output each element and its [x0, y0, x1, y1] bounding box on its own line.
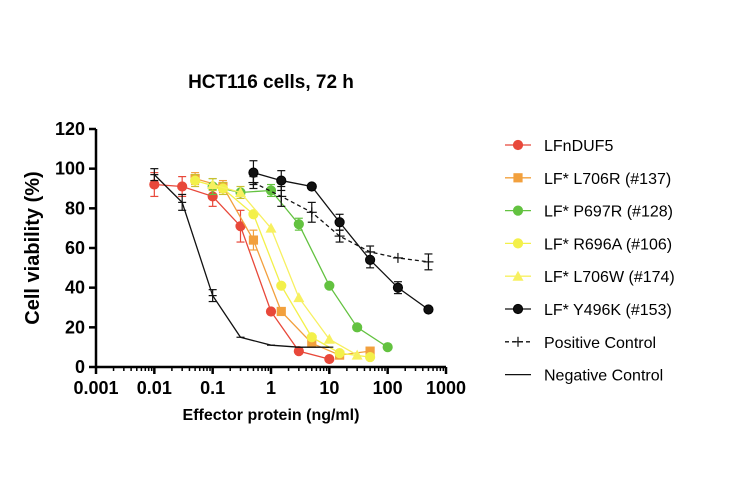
data-point: [382, 342, 393, 353]
y-tick-label: 0: [75, 357, 85, 377]
series-7: [150, 168, 334, 348]
legend-label: LF* P697R (#128): [544, 204, 673, 221]
data-point: [207, 179, 219, 190]
data-point: [323, 333, 335, 344]
series-0: [149, 172, 335, 365]
data-point: [293, 346, 304, 357]
data-point: [248, 209, 259, 220]
y-tick-label: 100: [55, 159, 85, 179]
data-point: [324, 280, 335, 291]
series-line: [194, 179, 371, 358]
data-point: [334, 348, 345, 359]
data-point: [392, 252, 403, 263]
y-tick-label: 60: [65, 238, 85, 258]
data-point: [248, 235, 259, 245]
data-point: [306, 332, 317, 343]
legend-swatch-marker: [513, 173, 523, 183]
legend-item-0: LFnDUF5: [505, 138, 613, 155]
legend-label: Negative Control: [544, 368, 663, 385]
legend-item-5: LF* Y496K (#153): [505, 302, 672, 319]
x-axis-label: Effector protein (ng/ml): [183, 407, 360, 424]
data-point: [149, 179, 160, 190]
y-axis-label: Cell viability (%): [22, 171, 44, 324]
data-point: [307, 338, 317, 348]
legend-label: LFnDUF5: [544, 138, 613, 155]
data-point: [276, 306, 286, 317]
legend: LFnDUF5 LF* L706R (#137) LF* P697R (#128) L…: [505, 138, 675, 385]
data-point: [306, 207, 317, 218]
data-point: [351, 349, 363, 360]
y-tick-label: 20: [65, 317, 85, 337]
data-point: [248, 177, 259, 188]
series-layer: [149, 160, 434, 365]
data-point: [365, 346, 375, 356]
data-point: [265, 185, 277, 196]
data-point: [276, 175, 287, 186]
data-point: [293, 219, 304, 230]
y-tick-label: 120: [55, 119, 85, 139]
legend-label: Positive Control: [544, 335, 656, 352]
data-point: [352, 322, 363, 333]
x-tick-label: 1: [266, 378, 276, 398]
data-point: [276, 191, 287, 202]
legend-label: LF* L706R (#137): [544, 171, 671, 188]
x-tick-label: 100: [373, 378, 403, 398]
data-point: [392, 282, 404, 293]
series-1: [190, 172, 375, 360]
data-point: [276, 280, 287, 291]
y-tick-label: 40: [65, 278, 85, 298]
x-tick-label: 0.01: [137, 378, 172, 398]
y-tick-label: 80: [65, 198, 85, 218]
series-4: [207, 177, 363, 360]
legend-item-3: LF* R696A (#106): [505, 236, 672, 253]
x-tick-label: 10: [319, 378, 339, 398]
legend-item-7: Negative Control: [505, 368, 663, 385]
x-tick-label: 0.001: [73, 378, 118, 398]
data-point: [365, 246, 376, 257]
legend-swatch-marker: [512, 238, 524, 249]
axes: 0.001 0.01 0.1 1 10 100 1000 0 20 40 60 80 100 120: [55, 119, 466, 398]
data-point: [423, 304, 434, 315]
data-point: [177, 181, 188, 192]
data-point: [265, 306, 277, 317]
data-point: [265, 222, 277, 233]
data-point: [365, 351, 376, 363]
data-point: [334, 217, 345, 228]
legend-label: LF* R696A (#106): [544, 236, 672, 253]
legend-swatch-marker: [512, 303, 524, 315]
legend-swatch-marker: [512, 139, 524, 151]
data-point: [293, 292, 305, 303]
legend-item-1: LF* L706R (#137): [505, 171, 671, 188]
legend-label: LF* L706W (#174): [544, 269, 675, 286]
data-point: [248, 167, 259, 178]
legend-item-4: LF* L706W (#174): [505, 269, 675, 286]
series-2: [207, 177, 393, 353]
series-6: [248, 176, 434, 271]
data-point: [190, 175, 201, 186]
legend-label: LF* Y496K (#153): [544, 302, 672, 319]
x-tick-label: 0.1: [200, 378, 225, 398]
data-point: [334, 231, 345, 242]
legend-swatch-marker: [513, 336, 523, 347]
data-point: [234, 186, 246, 197]
legend-item-6: Positive Control: [505, 335, 656, 352]
legend-item-2: LF* P697R (#128): [505, 204, 673, 221]
series-line: [212, 183, 358, 356]
legend-swatch-marker: [512, 205, 524, 216]
data-point: [324, 353, 335, 365]
chart-title: HCT116 cells, 72 h: [188, 72, 354, 93]
series-5: [248, 160, 434, 315]
legend-swatch-marker: [512, 270, 524, 281]
data-point: [306, 181, 317, 192]
x-tick-label: 1000: [426, 378, 466, 398]
data-point: [423, 256, 434, 267]
